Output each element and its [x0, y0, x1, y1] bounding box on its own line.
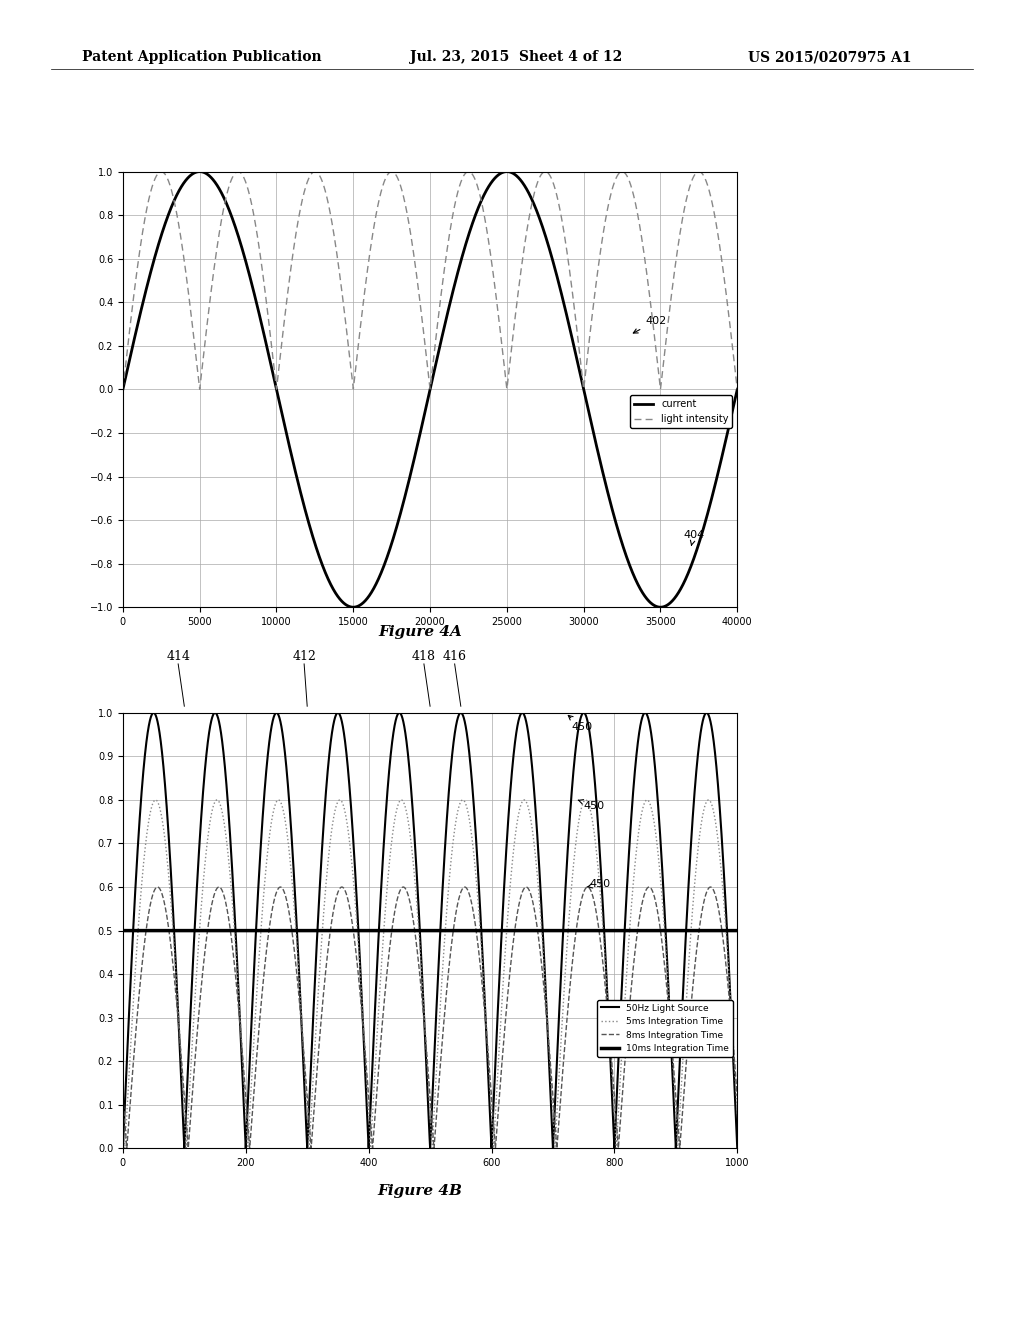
Line: 5ms Integration Time: 5ms Integration Time	[123, 800, 737, 1148]
Text: US 2015/0207975 A1: US 2015/0207975 A1	[748, 50, 911, 65]
10ms Integration Time	[698, 923, 711, 939]
50Hz Light Source	[731, 1140, 743, 1156]
current	[380, 552, 392, 568]
50Hz Light Source	[120, 1078, 132, 1094]
10ms Integration Time	[731, 923, 743, 939]
Text: Figure 4B: Figure 4B	[378, 1184, 462, 1197]
Text: 404: 404	[684, 529, 705, 545]
Text: Jul. 23, 2015  Sheet 4 of 12: Jul. 23, 2015 Sheet 4 of 12	[410, 50, 622, 65]
Text: 412: 412	[292, 649, 316, 663]
50Hz Light Source	[142, 721, 155, 737]
5ms Integration Time	[731, 1106, 743, 1122]
8ms Integration Time	[120, 1125, 132, 1140]
light intensity	[156, 164, 168, 180]
light intensity	[713, 231, 725, 247]
light intensity	[375, 183, 387, 199]
5ms Integration Time	[417, 989, 429, 1005]
8ms Integration Time	[117, 1089, 129, 1105]
Text: 450: 450	[579, 800, 605, 810]
8ms Integration Time	[698, 890, 711, 906]
light intensity	[563, 261, 575, 277]
50Hz Light Source	[147, 705, 160, 721]
5ms Integration Time	[117, 1106, 129, 1122]
Text: 418: 418	[412, 649, 436, 663]
5ms Integration Time	[238, 1063, 250, 1078]
8ms Integration Time	[238, 1057, 250, 1073]
Text: 402: 402	[633, 315, 667, 333]
Text: 416: 416	[442, 649, 467, 663]
Line: light intensity: light intensity	[123, 172, 737, 389]
Legend: 50Hz Light Source, 5ms Integration Time, 8ms Integration Time, 10ms Integration : 50Hz Light Source, 5ms Integration Time,…	[597, 1001, 733, 1057]
Text: 414: 414	[166, 649, 190, 663]
Line: 8ms Integration Time: 8ms Integration Time	[123, 887, 737, 1148]
light intensity	[409, 255, 421, 271]
5ms Integration Time	[698, 799, 711, 814]
8ms Integration Time	[551, 1140, 563, 1156]
current	[713, 462, 725, 478]
5ms Integration Time	[120, 1126, 132, 1142]
8ms Integration Time	[520, 879, 532, 895]
5ms Integration Time	[610, 1140, 623, 1156]
current	[563, 318, 575, 334]
current	[654, 599, 667, 615]
10ms Integration Time	[117, 923, 129, 939]
current	[682, 565, 694, 581]
light intensity	[731, 381, 743, 397]
10ms Integration Time	[120, 923, 132, 939]
light intensity	[117, 381, 129, 397]
Text: Figure 4A: Figure 4A	[378, 626, 462, 639]
10ms Integration Time	[154, 923, 166, 939]
50Hz Light Source	[117, 1140, 129, 1156]
10ms Integration Time	[142, 923, 155, 939]
current	[194, 164, 206, 180]
current	[409, 447, 421, 463]
current	[117, 381, 129, 397]
current	[375, 565, 387, 581]
50Hz Light Source	[698, 706, 711, 722]
5ms Integration Time	[154, 800, 166, 816]
Line: current: current	[123, 172, 737, 607]
Text: 450: 450	[568, 715, 593, 733]
Line: 50Hz Light Source: 50Hz Light Source	[123, 713, 737, 1148]
8ms Integration Time	[417, 1003, 429, 1019]
10ms Integration Time	[238, 923, 250, 939]
8ms Integration Time	[731, 1089, 743, 1105]
50Hz Light Source	[154, 726, 166, 742]
50Hz Light Source	[417, 993, 429, 1008]
Legend: current, light intensity: current, light intensity	[630, 396, 732, 428]
Text: 450: 450	[587, 879, 611, 890]
5ms Integration Time	[142, 816, 155, 832]
10ms Integration Time	[417, 923, 429, 939]
current	[731, 381, 743, 397]
5ms Integration Time	[641, 792, 653, 808]
light intensity	[380, 169, 392, 185]
light intensity	[682, 185, 694, 201]
50Hz Light Source	[238, 1088, 250, 1104]
Text: Patent Application Publication: Patent Application Publication	[82, 50, 322, 65]
8ms Integration Time	[154, 880, 166, 896]
8ms Integration Time	[142, 907, 155, 923]
